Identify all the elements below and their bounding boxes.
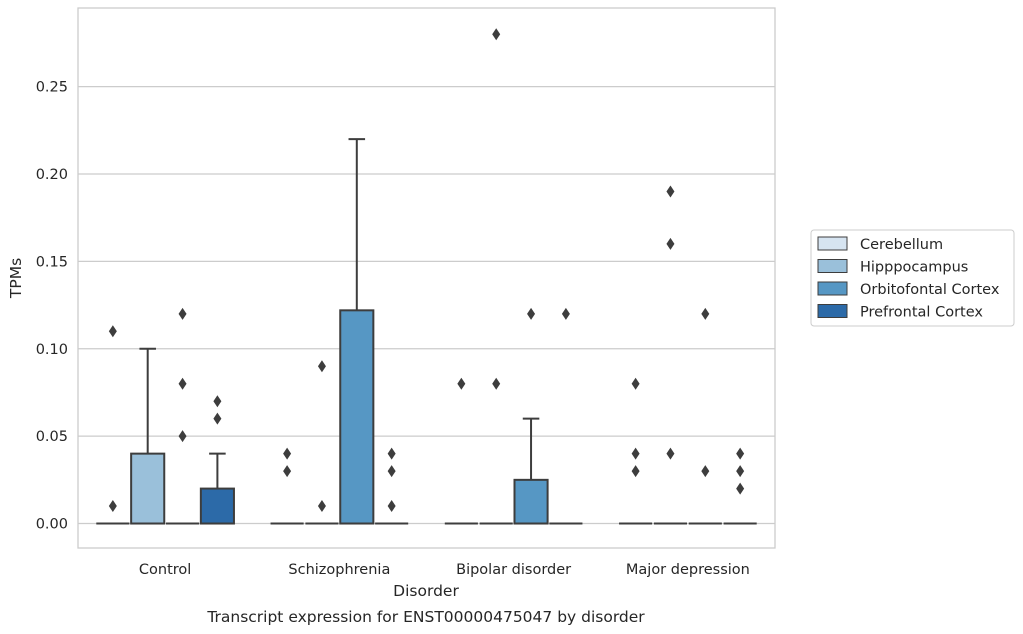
box-group — [339, 138, 375, 525]
outlier-marker — [492, 377, 501, 390]
box-group — [96, 325, 130, 525]
outlier-marker — [666, 447, 675, 460]
outlier-marker — [387, 447, 396, 460]
outlier-marker — [701, 465, 710, 478]
legend-swatch — [817, 259, 848, 273]
outlier-marker — [213, 412, 222, 425]
outlier-marker — [317, 500, 326, 513]
box-body — [199, 487, 235, 525]
legend-frame — [810, 229, 1015, 327]
legend: Cerebellum Hipppocampus Orbitofontal Corte… — [810, 229, 1015, 327]
outlier-marker — [527, 307, 536, 320]
x-axis-ticks: Control Schizophrenia Bipolar disorder Majo… — [139, 562, 750, 578]
y-axis-ticks: 0.00 0.05 0.10 0.15 0.20 0.25 — [36, 80, 68, 533]
legend-label: Cerebellum — [860, 237, 943, 253]
x-axis-title: Disorder — [393, 582, 459, 600]
outlier-marker — [736, 447, 745, 460]
outlier-marker — [283, 447, 292, 460]
y-axis-title: TPMs — [7, 258, 25, 299]
y-tick-label: 0.05 — [36, 429, 68, 445]
box-group — [199, 395, 235, 525]
box-body — [513, 478, 549, 525]
outlier-marker — [283, 465, 292, 478]
outlier-marker — [736, 465, 745, 478]
plot-area-background — [78, 8, 775, 548]
boxes-layer — [96, 28, 757, 525]
box-group — [513, 307, 549, 525]
box-group — [479, 28, 513, 525]
box-group — [444, 377, 478, 525]
y-tick-label: 0.10 — [36, 342, 68, 358]
legend-swatch — [817, 281, 848, 296]
outlier-marker — [178, 377, 187, 390]
box-body — [339, 309, 375, 525]
box-group — [549, 307, 583, 525]
outlier-marker — [492, 28, 501, 41]
box-group — [723, 447, 757, 525]
x-tick-label: Major depression — [626, 562, 750, 578]
box-group — [619, 377, 653, 525]
x-tick-label: Schizophrenia — [288, 562, 390, 578]
box-group — [270, 447, 304, 525]
plot-frame — [77, 7, 776, 549]
box-group — [165, 307, 200, 525]
box-group — [305, 360, 339, 525]
outlier-marker — [666, 237, 675, 250]
outlier-marker — [387, 500, 396, 513]
outlier-marker — [631, 465, 640, 478]
box-group — [653, 185, 688, 525]
legend-label: Orbitofontal Cortex — [860, 282, 1000, 298]
legend-label: Hipppocampus — [860, 260, 968, 276]
y-tick-label: 0.00 — [36, 517, 68, 533]
box-group — [375, 447, 409, 525]
outlier-marker — [666, 185, 675, 198]
x-tick-label: Bipolar disorder — [456, 562, 571, 578]
box-body — [130, 452, 166, 525]
outlier-marker — [631, 377, 640, 390]
outlier-marker — [178, 430, 187, 443]
outlier-marker — [631, 447, 640, 460]
y-tick-label: 0.25 — [36, 80, 68, 96]
box-group — [130, 347, 166, 525]
chart-caption: Transcript expression for ENST0000047504… — [206, 608, 645, 626]
outlier-marker — [108, 500, 117, 513]
outlier-marker — [387, 465, 396, 478]
outlier-marker — [457, 377, 466, 390]
outlier-marker — [178, 307, 187, 320]
box-group — [688, 307, 722, 525]
outlier-marker — [561, 307, 570, 320]
x-tick-label: Control — [139, 562, 191, 578]
legend-swatch — [817, 304, 848, 318]
outlier-marker — [213, 395, 222, 408]
outlier-marker — [701, 307, 710, 320]
y-tick-label: 0.20 — [36, 167, 68, 183]
legend-swatch — [817, 236, 848, 251]
outlier-marker — [108, 325, 117, 338]
outlier-marker — [736, 482, 745, 495]
outlier-marker — [317, 360, 326, 373]
legend-label: Prefrontal Cortex — [860, 305, 983, 321]
y-tick-label: 0.15 — [36, 254, 68, 270]
